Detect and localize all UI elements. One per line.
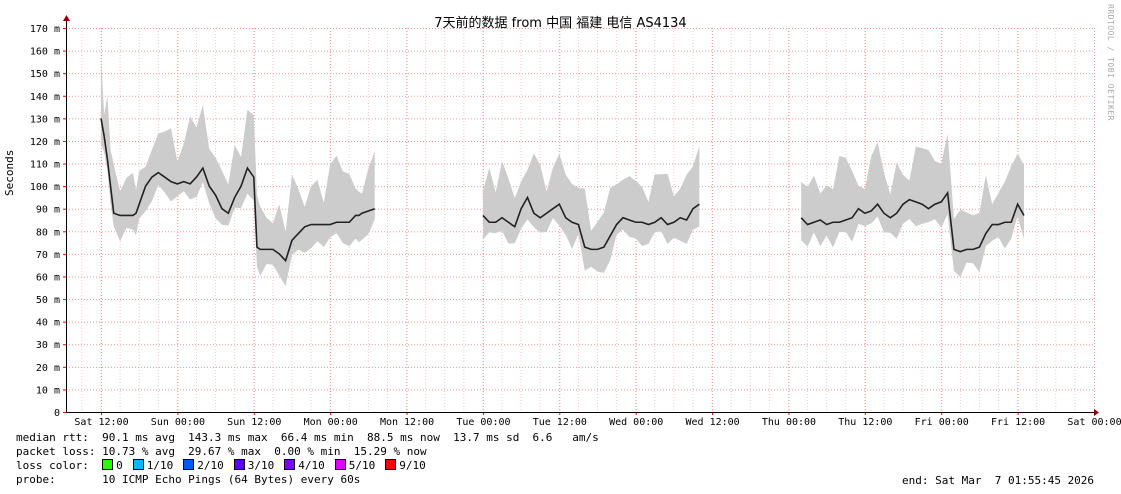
median-rtt-line: [100, 118, 375, 263]
y-tick-label: 170 m: [30, 24, 60, 35]
loss-color-item-label: 9/10: [399, 459, 426, 472]
x-tick-label: Fri 00:00: [915, 417, 969, 428]
loss-color-swatch: [385, 459, 397, 470]
x-tick-label: Sun 12:00: [227, 417, 281, 428]
x-tick-label: Thu 12:00: [838, 417, 892, 428]
loss-color-swatch: [334, 459, 346, 470]
y-axis-label: Seconds: [3, 149, 16, 196]
y-tick-label: 150 m: [30, 69, 60, 80]
loss-color-item: 2/10: [183, 459, 224, 472]
loss-color-swatch: [102, 459, 114, 470]
y-tick-label: 80 m: [36, 227, 60, 238]
loss-color-legend: loss color: 0 1/10 2/10 3/10 4/10 5/10 9/10: [16, 459, 436, 473]
y-tick-label: 30 m: [36, 340, 60, 351]
loss-color-item-label: 5/10: [348, 459, 376, 472]
loss-color-item: 5/10: [334, 459, 376, 472]
x-tick-label: Mon 00:00: [304, 417, 358, 428]
y-tick-label: 70 m: [36, 250, 60, 261]
y-tick-label: 0: [54, 408, 60, 419]
probe-info: probe: 10 ICMP Echo Pings (64 Bytes) eve…: [16, 473, 361, 486]
x-tick-label: Sat 00:00: [1067, 417, 1121, 428]
x-axis-arrow: [1094, 409, 1099, 416]
x-tick-label: Thu 00:00: [762, 417, 816, 428]
y-tick-label: 20 m: [36, 363, 60, 374]
y-tick-label: 40 m: [36, 318, 60, 329]
y-tick-label: 130 m: [30, 114, 60, 125]
loss-color-item-label: 3/10: [247, 459, 275, 472]
x-tick-label: Fri 12:00: [991, 417, 1045, 428]
x-tick-label: Wed 00:00: [609, 417, 663, 428]
loss-color-item: 0: [102, 459, 123, 472]
loss-color-item-label: 0: [116, 459, 123, 472]
loss-color-item-label: 4/10: [298, 459, 325, 472]
chart-title: 7天前的数据 from 中国 福建 电信 AS4134: [434, 16, 687, 31]
loss-color-item: 9/10: [385, 459, 426, 472]
y-tick-label: 160 m: [30, 47, 60, 58]
loss-color-label: loss color:: [16, 459, 89, 472]
watermark: RRDTOOL / TOBI OETIKER: [1106, 4, 1115, 121]
rtt-spread-band: [801, 133, 1024, 278]
loss-color-swatch: [132, 459, 144, 470]
end-time: end: Sat Mar 7 01:55:45 2026: [902, 474, 1095, 487]
x-tick-label: Tue 00:00: [456, 417, 510, 428]
loss-color-item-label: 1/10: [146, 459, 174, 472]
median-rtt-line: [800, 190, 1025, 253]
loss-color-swatch: [284, 459, 296, 470]
rtt-spread-band: [101, 56, 375, 287]
y-axis-arrow: [63, 15, 70, 21]
median-rtt-stats: median rtt: 90.1 ms avg 143.3 ms max 66.…: [16, 431, 599, 444]
x-tick-label: Mon 12:00: [380, 417, 434, 428]
loss-color-item: 1/10: [132, 459, 174, 472]
x-tick-label: Wed 12:00: [685, 417, 739, 428]
y-tick-label: 100 m: [30, 182, 60, 193]
loss-color-swatch: [183, 459, 195, 470]
loss-color-item: 4/10: [284, 459, 325, 472]
y-tick-label: 140 m: [30, 92, 60, 103]
loss-color-item-label: 2/10: [197, 459, 224, 472]
y-tick-label: 10 m: [36, 385, 60, 396]
loss-color-item: 3/10: [233, 459, 275, 472]
y-tick-label: 120 m: [30, 137, 60, 148]
median-rtt-line: [482, 195, 700, 251]
loss-color-items: 0 1/10 2/10 3/10 4/10 5/10 9/10: [102, 459, 436, 472]
y-tick-label: 50 m: [36, 295, 60, 306]
loss-color-swatch: [233, 459, 245, 470]
x-tick-label: Tue 12:00: [533, 417, 587, 428]
rtt-spread-band: [482, 146, 700, 273]
y-tick-label: 90 m: [36, 205, 60, 216]
x-tick-label: Sun 00:00: [151, 417, 205, 428]
x-tick-label: Sat 12:00: [74, 417, 128, 428]
packet-loss-stats: packet loss: 10.73 % avg 29.67 % max 0.0…: [16, 445, 427, 458]
y-tick-label: 60 m: [36, 272, 60, 283]
y-tick-label: 110 m: [30, 160, 60, 171]
